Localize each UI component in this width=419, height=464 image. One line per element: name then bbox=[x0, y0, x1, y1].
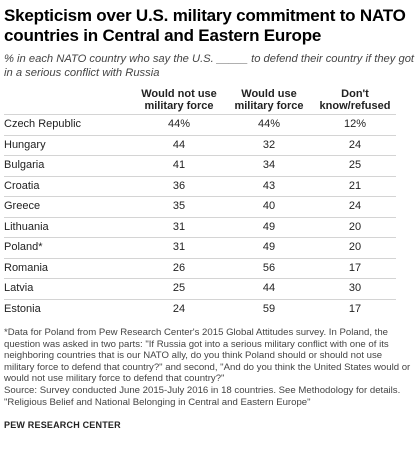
country-name: Lithuania bbox=[4, 216, 134, 238]
value-would-not-use: 35 bbox=[134, 196, 224, 217]
value-would-not-use: 31 bbox=[134, 237, 224, 258]
value-would-use: 44 bbox=[224, 278, 314, 299]
country-name: Romania bbox=[4, 257, 134, 279]
value-would-not-use: 24 bbox=[134, 298, 224, 319]
table-row: Bulgaria 41 34 25 bbox=[4, 155, 396, 176]
value-would-use: 56 bbox=[224, 257, 314, 279]
value-would-use: 40 bbox=[224, 196, 314, 217]
value-dont-know: 21 bbox=[314, 175, 396, 197]
table-row: Czech Republic 44% 44% 12% bbox=[4, 114, 396, 135]
footnote-text: *Data for Poland from Pew Research Cente… bbox=[4, 327, 411, 385]
organization-label: PEW RESEARCH CENTER bbox=[4, 420, 121, 431]
value-would-not-use: 44 bbox=[134, 134, 224, 156]
country-name: Hungary bbox=[4, 134, 134, 156]
value-would-not-use: 41 bbox=[134, 155, 224, 176]
country-name: Greece bbox=[4, 196, 134, 217]
table-row: Croatia 36 43 21 bbox=[4, 175, 396, 197]
value-would-use: 44% bbox=[224, 114, 314, 135]
value-dont-know: 24 bbox=[314, 196, 396, 217]
data-table: Would not use military force Would use m… bbox=[4, 84, 396, 319]
column-header-would-use: Would use military force bbox=[234, 88, 304, 112]
value-would-use: 49 bbox=[224, 237, 314, 258]
table-row: Poland* 31 49 20 bbox=[4, 237, 396, 258]
value-dont-know: 25 bbox=[314, 155, 396, 176]
notes-section: *Data for Poland from Pew Research Cente… bbox=[4, 327, 415, 432]
report-title-text: "Religious Belief and National Belonging… bbox=[4, 396, 311, 408]
table-row: Lithuania 31 49 20 bbox=[4, 216, 396, 238]
table-row: Hungary 44 32 24 bbox=[4, 134, 396, 156]
country-name: Czech Republic bbox=[4, 114, 134, 135]
table-row: Latvia 25 44 30 bbox=[4, 278, 396, 299]
value-dont-know: 17 bbox=[314, 257, 396, 279]
country-name: Bulgaria bbox=[4, 155, 134, 176]
column-header-dont-know: Don't know/refused bbox=[319, 88, 391, 112]
value-dont-know: 17 bbox=[314, 298, 396, 319]
value-would-not-use: 26 bbox=[134, 257, 224, 279]
table-body: Czech Republic 44% 44% 12% Hungary 44 32 24 Bulg… bbox=[4, 114, 396, 319]
table-row: Greece 35 40 24 bbox=[4, 196, 396, 217]
source-text: Source: Survey conducted June 2015-July … bbox=[4, 384, 401, 396]
row-header-blank bbox=[4, 84, 134, 115]
value-would-not-use: 25 bbox=[134, 278, 224, 299]
value-dont-know: 20 bbox=[314, 216, 396, 238]
value-would-use: 59 bbox=[224, 298, 314, 319]
country-name: Poland* bbox=[4, 237, 134, 258]
value-dont-know: 24 bbox=[314, 134, 396, 156]
value-would-use: 49 bbox=[224, 216, 314, 238]
country-name: Croatia bbox=[4, 175, 134, 197]
value-dont-know: 12% bbox=[314, 114, 396, 135]
value-would-not-use: 36 bbox=[134, 175, 224, 197]
column-header-would-not-use: Would not use military force bbox=[141, 88, 217, 112]
chart-subtitle: % in each NATO country who say the U.S. … bbox=[4, 53, 415, 79]
table-header-row: Would not use military force Would use m… bbox=[4, 84, 396, 115]
chart-title: Skepticism over U.S. military commitment… bbox=[4, 6, 406, 45]
value-would-use: 32 bbox=[224, 134, 314, 156]
value-dont-know: 20 bbox=[314, 237, 396, 258]
value-would-use: 43 bbox=[224, 175, 314, 197]
country-name: Latvia bbox=[4, 278, 134, 299]
value-would-use: 34 bbox=[224, 155, 314, 176]
country-name: Estonia bbox=[4, 298, 134, 319]
table-row: Romania 26 56 17 bbox=[4, 257, 396, 279]
value-would-not-use: 44% bbox=[134, 114, 224, 135]
value-dont-know: 30 bbox=[314, 278, 396, 299]
value-would-not-use: 31 bbox=[134, 216, 224, 238]
table-row: Estonia 24 59 17 bbox=[4, 298, 396, 319]
